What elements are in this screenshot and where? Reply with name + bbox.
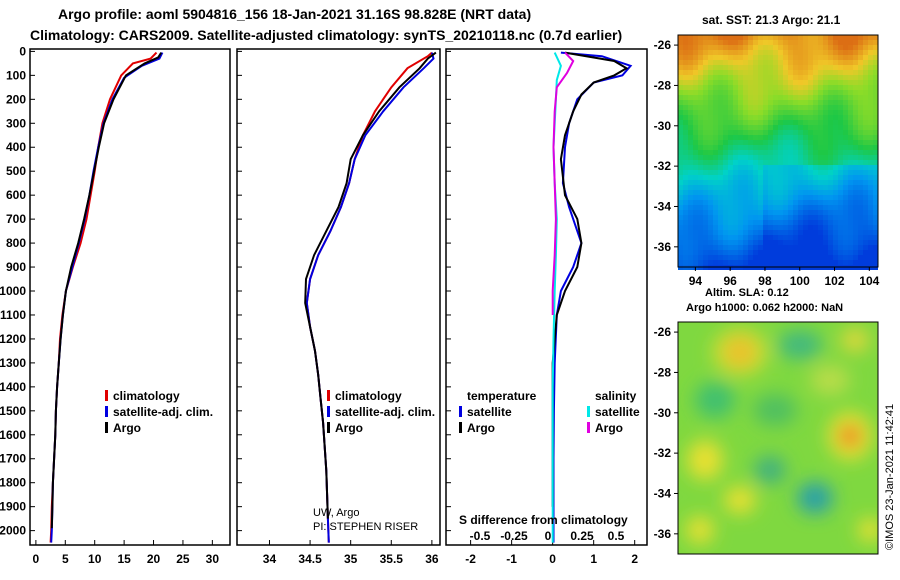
- y-tick-label: 0: [19, 44, 26, 58]
- salinity-diff-tick-label: -0.5: [470, 529, 491, 543]
- y-tick-label: 1800: [0, 476, 26, 490]
- legend-sal-satellite-label: satellite: [595, 405, 640, 419]
- y-tick-label: 300: [6, 116, 26, 130]
- salinity-diff-tick-label: 0.25: [570, 529, 594, 543]
- legend-satellite-label: satellite-adj. clim.: [113, 405, 213, 419]
- x-tick-label: 25: [176, 552, 190, 566]
- legend-temperature-title: temperature: [467, 389, 537, 403]
- series-line-argo: [304, 51, 437, 519]
- y-tick-label: 1900: [0, 500, 26, 514]
- x-tick-label: 34.5: [298, 552, 322, 566]
- legend-sal-satellite-marker: [587, 406, 590, 417]
- temperature-legend: climatology satellite-adj. clim. Argo: [105, 389, 213, 435]
- figure-title-line1: Argo profile: aoml 5904816_156 18-Jan-20…: [58, 6, 532, 22]
- y-tick-label: 100: [6, 68, 26, 82]
- x-tick-label: 35: [344, 552, 358, 566]
- x-tick-label: 34: [263, 552, 277, 566]
- x-tick-label: 2: [631, 552, 638, 566]
- salinity-diff-tick-label: -0.25: [500, 529, 528, 543]
- x-tick-label: 36: [425, 552, 439, 566]
- imos-credit: ©IMOS 23-Jan-2021 11:42:41: [884, 403, 896, 550]
- y-tick-label: 1100: [0, 308, 26, 322]
- pi-annotation-line2: PI: STEPHEN RISER: [313, 521, 418, 533]
- x-tick-label: 10: [88, 552, 102, 566]
- legend-temp-satellite-marker: [459, 406, 462, 417]
- y-tick-label: 600: [6, 188, 26, 202]
- legend-salinity-title: salinity: [595, 389, 637, 403]
- y-tick-label: 2000: [0, 524, 26, 538]
- difference-panel-frame: [445, 48, 648, 546]
- y-tick-label: 1700: [0, 452, 26, 466]
- series-line-temperature-argo: [551, 51, 629, 507]
- y-tick-label: 1300: [0, 356, 26, 370]
- temperature-panel-frame: [29, 48, 231, 546]
- legend-temp-argo-label: Argo: [467, 421, 495, 435]
- legend-argo-label: Argo: [335, 421, 363, 435]
- legend-satellite-label: satellite-adj. clim.: [335, 405, 435, 419]
- legend-climatology-label: climatology: [335, 389, 402, 403]
- legend-argo-label: Argo: [113, 421, 141, 435]
- salinity-diff-tick-label: 0: [545, 529, 552, 543]
- x-tick-label: 20: [147, 552, 161, 566]
- series-line-temperature-satellite: [552, 51, 633, 543]
- difference-xlabel: S difference from climatology: [459, 513, 628, 527]
- legend-temp-satellite-label: satellite: [467, 405, 512, 419]
- sst-map-title: sat. SST: 21.3 Argo: 21.1: [702, 13, 841, 27]
- y-tick-label: 1000: [0, 284, 26, 298]
- difference-legend: temperature salinity satellite Argo sate…: [459, 389, 640, 527]
- y-tick-label: 700: [6, 212, 26, 226]
- x-tick-label: 5: [62, 552, 69, 566]
- y-tick-label: 500: [6, 164, 26, 178]
- x-tick-label: 0: [549, 552, 556, 566]
- x-tick-label: -1: [506, 552, 517, 566]
- legend-argo-marker: [327, 422, 330, 433]
- y-tick-label: 1200: [0, 332, 26, 346]
- legend-satellite-marker: [327, 406, 330, 417]
- x-tick-label: 30: [206, 552, 220, 566]
- salinity-legend: climatology satellite-adj. clim. Argo UW…: [313, 389, 435, 533]
- salinity-plot: 34 34.5 35 35.5 36: [237, 50, 439, 566]
- legend-sal-argo-label: Argo: [595, 421, 623, 435]
- sla-map-title-line1: Altim. SLA: 0.12: [705, 287, 789, 299]
- series-line-satellite-adj-clim-: [50, 52, 164, 543]
- x-tick-label: 15: [117, 552, 131, 566]
- y-tick-label: 1400: [0, 380, 26, 394]
- x-tick-label: -2: [465, 552, 476, 566]
- difference-plot: -2 -1 0 1 2 -0.5 -0.25 0 0.25 0.5: [446, 50, 638, 566]
- x-tick-label: 1: [590, 552, 597, 566]
- y-tick-label: 1500: [0, 404, 26, 418]
- legend-sal-argo-marker: [587, 422, 590, 433]
- legend-satellite-marker: [105, 406, 108, 417]
- y-tick-label: 400: [6, 140, 26, 154]
- y-tick-label: 200: [6, 92, 26, 106]
- pi-annotation-line1: UW, Argo: [313, 507, 359, 519]
- salinity-panel-frame: [236, 48, 441, 546]
- x-tick-label: 0: [33, 552, 40, 566]
- y-tick-label: 1600: [0, 428, 26, 442]
- series-line-argo: [50, 52, 163, 529]
- legend-climatology-marker: [105, 390, 108, 401]
- sla-map-title-line2: Argo h1000: 0.062 h2000: NaN: [686, 302, 844, 314]
- legend-argo-marker: [105, 422, 108, 433]
- y-tick-label: 800: [6, 236, 26, 250]
- temperature-plot: 0 5 10 15 20 25 300100200300400500600700800900…: [0, 44, 219, 566]
- x-tick-label: 35.5: [380, 552, 404, 566]
- legend-climatology-marker: [327, 390, 330, 401]
- series-line-salinity-argo: [551, 51, 575, 315]
- salinity-diff-tick-label: 0.5: [608, 529, 625, 543]
- legend-climatology-label: climatology: [113, 389, 180, 403]
- legend-temp-argo-marker: [459, 422, 462, 433]
- figure-title-line2: Climatology: CARS2009. Satellite-adjuste…: [30, 27, 623, 43]
- y-tick-label: 900: [6, 260, 26, 274]
